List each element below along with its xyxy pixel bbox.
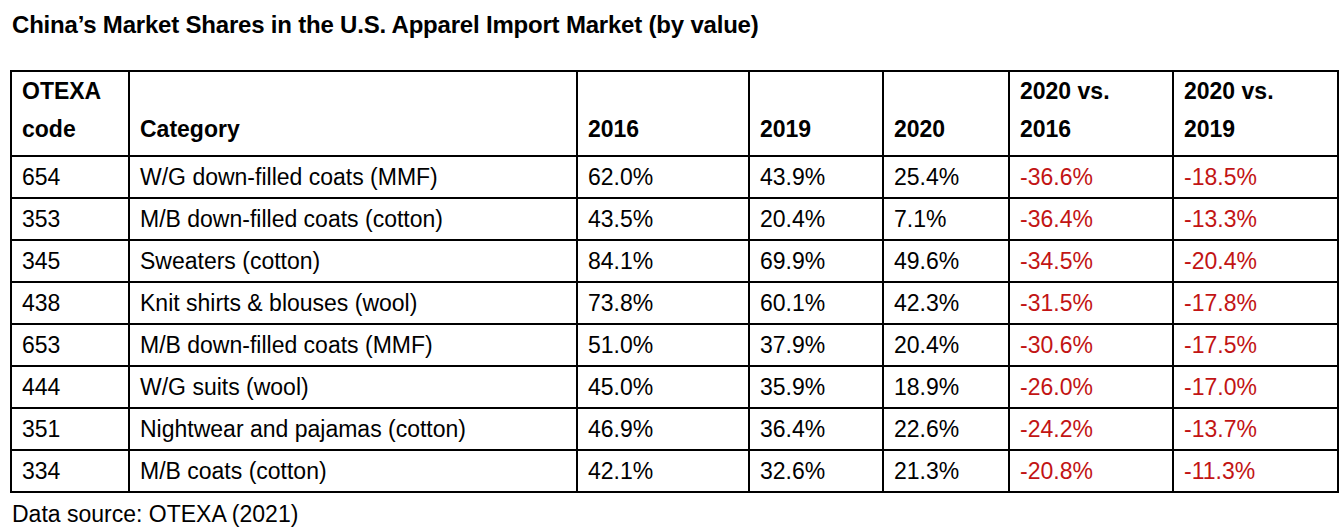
table-row: 654W/G down-filled coats (MMF)62.0%43.9%…: [11, 156, 1338, 198]
cell-category: Sweaters (cotton): [129, 240, 577, 282]
table-row: 653M/B down-filled coats (MMF)51.0%37.9%…: [11, 324, 1338, 366]
cell-otexa-code: 653: [11, 324, 129, 366]
cell-otexa-code: 334: [11, 450, 129, 492]
cell-2016: 73.8%: [577, 282, 749, 324]
cell-2020-vs-2019: -17.8%: [1173, 282, 1338, 324]
header-2020: 2020: [883, 71, 1009, 156]
cell-2016: 43.5%: [577, 198, 749, 240]
cell-2020-vs-2019: -17.5%: [1173, 324, 1338, 366]
header-2020-vs-2016: 2020 vs. 2016: [1009, 71, 1173, 156]
cell-otexa-code: 444: [11, 366, 129, 408]
cell-category: Knit shirts & blouses (wool): [129, 282, 577, 324]
cell-category: W/G down-filled coats (MMF): [129, 156, 577, 198]
cell-otexa-code: 345: [11, 240, 129, 282]
cell-2019: 60.1%: [749, 282, 883, 324]
cell-2016: 84.1%: [577, 240, 749, 282]
cell-2020: 21.3%: [883, 450, 1009, 492]
cell-2016: 62.0%: [577, 156, 749, 198]
cell-2019: 20.4%: [749, 198, 883, 240]
header-otexa-code: OTEXA code: [11, 71, 129, 156]
cell-2020-vs-2016: -26.0%: [1009, 366, 1173, 408]
cell-2020: 7.1%: [883, 198, 1009, 240]
cell-2020-vs-2019: -13.3%: [1173, 198, 1338, 240]
cell-category: W/G suits (wool): [129, 366, 577, 408]
cell-otexa-code: 353: [11, 198, 129, 240]
page: China’s Market Shares in the U.S. Appare…: [0, 0, 1343, 530]
cell-2020-vs-2016: -20.8%: [1009, 450, 1173, 492]
cell-2020-vs-2016: -36.4%: [1009, 198, 1173, 240]
table-row: 334M/B coats (cotton)42.1%32.6%21.3%-20.…: [11, 450, 1338, 492]
cell-2020-vs-2019: -20.4%: [1173, 240, 1338, 282]
cell-2020: 25.4%: [883, 156, 1009, 198]
cell-2020-vs-2019: -11.3%: [1173, 450, 1338, 492]
table-row: 351Nightwear and pajamas (cotton)46.9%36…: [11, 408, 1338, 450]
cell-2016: 51.0%: [577, 324, 749, 366]
cell-2020-vs-2016: -24.2%: [1009, 408, 1173, 450]
cell-otexa-code: 654: [11, 156, 129, 198]
header-2016: 2016: [577, 71, 749, 156]
cell-2016: 46.9%: [577, 408, 749, 450]
cell-2019: 35.9%: [749, 366, 883, 408]
header-2019: 2019: [749, 71, 883, 156]
cell-2019: 32.6%: [749, 450, 883, 492]
cell-2020-vs-2019: -17.0%: [1173, 366, 1338, 408]
cell-category: M/B coats (cotton): [129, 450, 577, 492]
table-header: OTEXA code Category 2016 2019 2020 2020 …: [11, 71, 1338, 156]
cell-2019: 36.4%: [749, 408, 883, 450]
cell-2016: 42.1%: [577, 450, 749, 492]
table-body: 654W/G down-filled coats (MMF)62.0%43.9%…: [11, 156, 1338, 492]
cell-2020-vs-2019: -18.5%: [1173, 156, 1338, 198]
cell-2016: 45.0%: [577, 366, 749, 408]
table-row: 444W/G suits (wool)45.0%35.9%18.9%-26.0%…: [11, 366, 1338, 408]
cell-2020: 20.4%: [883, 324, 1009, 366]
header-2020-vs-2019: 2020 vs. 2019: [1173, 71, 1338, 156]
cell-otexa-code: 351: [11, 408, 129, 450]
cell-2020-vs-2016: -31.5%: [1009, 282, 1173, 324]
page-title: China’s Market Shares in the U.S. Appare…: [12, 10, 1335, 40]
cell-2020: 18.9%: [883, 366, 1009, 408]
header-row: OTEXA code Category 2016 2019 2020 2020 …: [11, 71, 1338, 156]
cell-otexa-code: 438: [11, 282, 129, 324]
cell-2020-vs-2019: -13.7%: [1173, 408, 1338, 450]
table-row: 353M/B down-filled coats (cotton)43.5%20…: [11, 198, 1338, 240]
cell-2019: 37.9%: [749, 324, 883, 366]
market-shares-table: OTEXA code Category 2016 2019 2020 2020 …: [10, 70, 1339, 493]
cell-2020-vs-2016: -34.5%: [1009, 240, 1173, 282]
cell-2019: 43.9%: [749, 156, 883, 198]
cell-2020: 49.6%: [883, 240, 1009, 282]
cell-2020: 42.3%: [883, 282, 1009, 324]
cell-category: M/B down-filled coats (cotton): [129, 198, 577, 240]
header-category: Category: [129, 71, 577, 156]
cell-2020-vs-2016: -36.6%: [1009, 156, 1173, 198]
cell-2019: 69.9%: [749, 240, 883, 282]
cell-category: Nightwear and pajamas (cotton): [129, 408, 577, 450]
table-row: 345Sweaters (cotton)84.1%69.9%49.6%-34.5…: [11, 240, 1338, 282]
cell-2020: 22.6%: [883, 408, 1009, 450]
data-source-note: Data source: OTEXA (2021): [12, 499, 1335, 529]
table-row: 438Knit shirts & blouses (wool)73.8%60.1…: [11, 282, 1338, 324]
cell-category: M/B down-filled coats (MMF): [129, 324, 577, 366]
cell-2020-vs-2016: -30.6%: [1009, 324, 1173, 366]
